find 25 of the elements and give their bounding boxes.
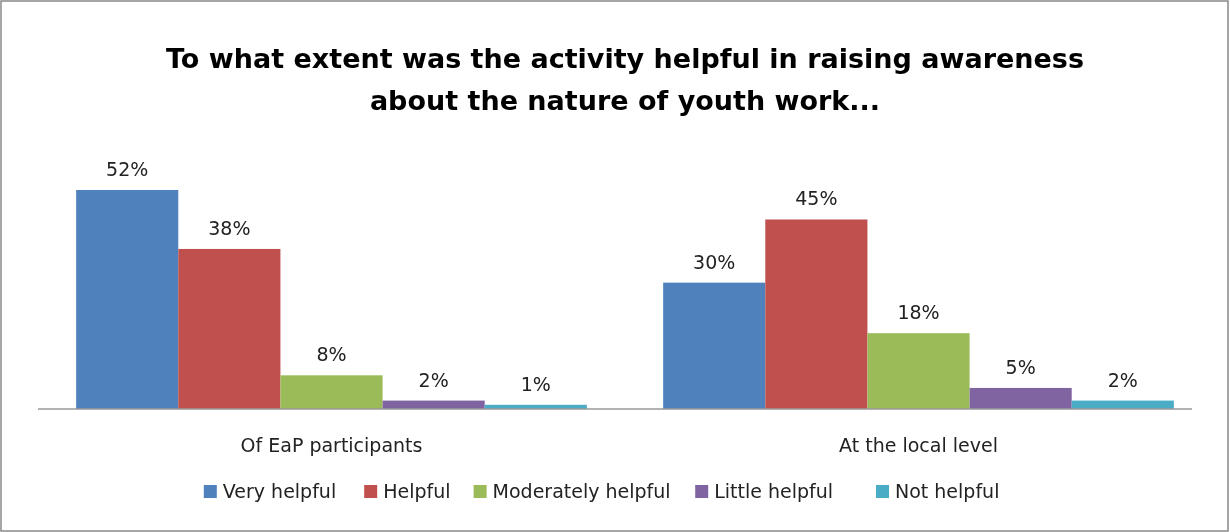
data-label: 52%: [106, 158, 149, 180]
bar: [178, 248, 281, 409]
bar: [765, 219, 868, 409]
data-label: 8%: [316, 343, 347, 366]
legend-label: Not helpful: [895, 480, 1000, 502]
data-label: 2%: [1107, 368, 1138, 391]
bar: [663, 282, 766, 409]
chart-title: To what extent was the activity helpful in raising awareness about the nature of youth work...: [166, 43, 1084, 116]
legend-label: Little helpful: [714, 480, 834, 502]
legend-label: Moderately helpful: [492, 480, 671, 502]
x-tick-label: At the local level: [839, 434, 998, 456]
bar: [280, 375, 383, 409]
bar: [867, 333, 970, 409]
bar: [76, 190, 179, 409]
data-label: 38%: [208, 216, 251, 239]
legend-label: Very helpful: [222, 480, 337, 502]
data-label: 18%: [897, 301, 940, 324]
data-label: 45%: [795, 187, 838, 210]
data-label: 1%: [520, 372, 551, 395]
data-label: 30%: [693, 250, 736, 273]
legend-label: Helpful: [383, 480, 451, 502]
bar: [969, 387, 1072, 409]
data-label: 5%: [1005, 355, 1036, 378]
data-label: 2%: [418, 368, 449, 391]
x-tick-label: Of EaP participants: [240, 434, 423, 456]
